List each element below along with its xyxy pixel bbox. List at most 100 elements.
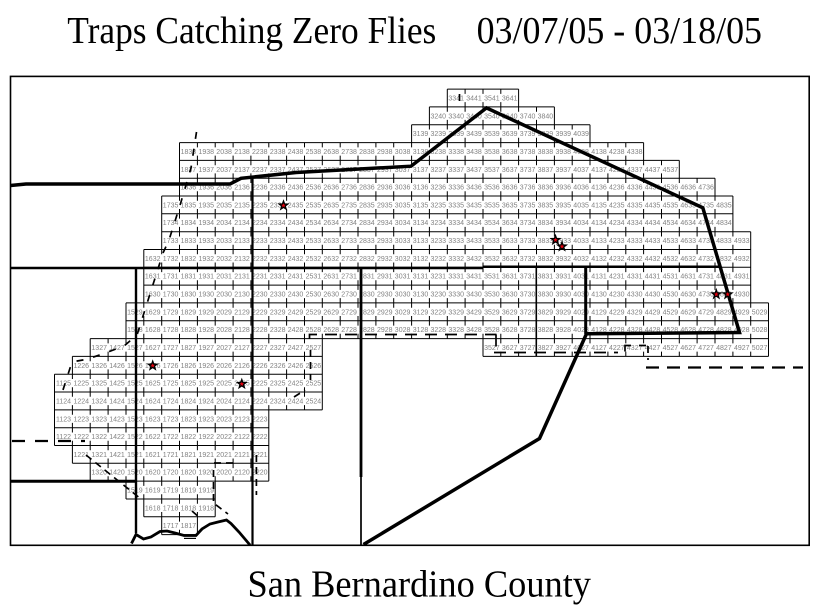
- svg-text:3239: 3239: [431, 131, 447, 138]
- svg-text:4133: 4133: [591, 238, 607, 245]
- svg-text:1723: 1723: [163, 416, 179, 423]
- svg-text:4636: 4636: [680, 185, 696, 192]
- svg-text:4233: 4233: [609, 238, 625, 245]
- svg-text:4129: 4129: [591, 309, 607, 316]
- svg-text:3435: 3435: [466, 202, 482, 209]
- svg-text:2936: 2936: [377, 185, 393, 192]
- svg-text:2431: 2431: [288, 274, 304, 281]
- svg-text:2338: 2338: [270, 149, 286, 156]
- svg-text:1223: 1223: [74, 416, 90, 423]
- svg-text:2928: 2928: [377, 327, 393, 334]
- svg-text:3139: 3139: [413, 131, 429, 138]
- svg-text:1623: 1623: [145, 416, 161, 423]
- svg-text:2632: 2632: [323, 256, 339, 263]
- svg-text:2135: 2135: [234, 202, 250, 209]
- svg-text:2734: 2734: [341, 220, 357, 227]
- svg-text:2436: 2436: [288, 185, 304, 192]
- svg-text:1837: 1837: [181, 167, 197, 174]
- svg-text:1838: 1838: [181, 149, 197, 156]
- svg-text:4033: 4033: [573, 238, 589, 245]
- svg-text:2532: 2532: [306, 256, 322, 263]
- svg-text:3930: 3930: [556, 292, 572, 299]
- svg-text:2122: 2122: [234, 434, 250, 441]
- svg-text:2333: 2333: [270, 238, 286, 245]
- svg-text:1821: 1821: [181, 452, 197, 459]
- svg-text:2234: 2234: [252, 220, 268, 227]
- svg-text:4131: 4131: [591, 274, 607, 281]
- svg-text:2638: 2638: [323, 149, 339, 156]
- svg-text:4635: 4635: [680, 202, 696, 209]
- svg-text:1631: 1631: [145, 274, 161, 281]
- svg-text:4137: 4137: [591, 167, 607, 174]
- svg-text:2428: 2428: [288, 327, 304, 334]
- svg-text:4732: 4732: [698, 256, 714, 263]
- svg-text:2220: 2220: [252, 470, 268, 477]
- svg-text:1422: 1422: [109, 434, 125, 441]
- svg-text:3434: 3434: [466, 220, 482, 227]
- svg-text:4627: 4627: [680, 345, 696, 352]
- svg-text:2030: 2030: [216, 292, 232, 299]
- svg-text:1618: 1618: [145, 505, 161, 512]
- svg-text:4335: 4335: [627, 202, 643, 209]
- svg-text:1325: 1325: [91, 381, 107, 388]
- svg-text:2437: 2437: [288, 167, 304, 174]
- svg-text:2227: 2227: [252, 345, 268, 352]
- svg-text:4827: 4827: [716, 345, 732, 352]
- svg-text:1427: 1427: [109, 345, 125, 352]
- svg-text:2330: 2330: [270, 292, 286, 299]
- svg-text:4533: 4533: [663, 238, 679, 245]
- svg-text:1826: 1826: [181, 363, 197, 370]
- svg-text:3229: 3229: [431, 309, 447, 316]
- svg-text:3727: 3727: [520, 345, 536, 352]
- svg-text:1927: 1927: [199, 345, 215, 352]
- svg-text:4930: 4930: [734, 292, 750, 299]
- svg-text:3834: 3834: [538, 220, 554, 227]
- svg-text:2337: 2337: [270, 167, 286, 174]
- svg-text:4135: 4135: [591, 202, 607, 209]
- svg-text:3032: 3032: [395, 256, 411, 263]
- svg-text:3339: 3339: [448, 131, 464, 138]
- svg-text:3531: 3531: [484, 274, 500, 281]
- svg-text:1818: 1818: [181, 505, 197, 512]
- svg-text:4830: 4830: [716, 292, 732, 299]
- svg-text:4731: 4731: [698, 274, 714, 281]
- svg-text:4435: 4435: [645, 202, 661, 209]
- svg-text:4330: 4330: [627, 292, 643, 299]
- svg-text:1827: 1827: [181, 345, 197, 352]
- svg-text:1221: 1221: [74, 452, 90, 459]
- svg-text:2629: 2629: [323, 309, 339, 316]
- svg-text:3639: 3639: [502, 131, 518, 138]
- svg-text:4329: 4329: [627, 309, 643, 316]
- svg-text:2535: 2535: [306, 202, 322, 209]
- svg-text:3931: 3931: [556, 274, 572, 281]
- svg-text:3936: 3936: [556, 185, 572, 192]
- svg-text:2332: 2332: [270, 256, 286, 263]
- svg-text:1721: 1721: [163, 452, 179, 459]
- svg-text:1833: 1833: [181, 238, 197, 245]
- svg-text:4430: 4430: [645, 292, 661, 299]
- svg-text:4337: 4337: [627, 167, 643, 174]
- svg-text:4134: 4134: [591, 220, 607, 227]
- svg-text:4733: 4733: [698, 238, 714, 245]
- svg-text:2129: 2129: [234, 309, 250, 316]
- svg-text:3532: 3532: [484, 256, 500, 263]
- svg-text:2228: 2228: [252, 327, 268, 334]
- svg-text:2221: 2221: [252, 452, 268, 459]
- svg-text:2236: 2236: [252, 185, 268, 192]
- svg-text:3630: 3630: [502, 292, 518, 299]
- svg-text:4231: 4231: [609, 274, 625, 281]
- svg-text:1931: 1931: [199, 274, 215, 281]
- svg-text:2434: 2434: [288, 220, 304, 227]
- svg-text:1820: 1820: [181, 470, 197, 477]
- svg-text:2433: 2433: [288, 238, 304, 245]
- svg-text:1836: 1836: [181, 185, 197, 192]
- svg-text:1924: 1924: [199, 398, 215, 405]
- svg-text:2536: 2536: [306, 185, 322, 192]
- svg-text:1621: 1621: [145, 452, 161, 459]
- svg-text:2032: 2032: [216, 256, 232, 263]
- svg-text:2529: 2529: [306, 309, 322, 316]
- svg-text:2222: 2222: [252, 434, 268, 441]
- svg-text:1932: 1932: [199, 256, 215, 263]
- svg-text:3735: 3735: [520, 202, 536, 209]
- svg-text:4630: 4630: [680, 292, 696, 299]
